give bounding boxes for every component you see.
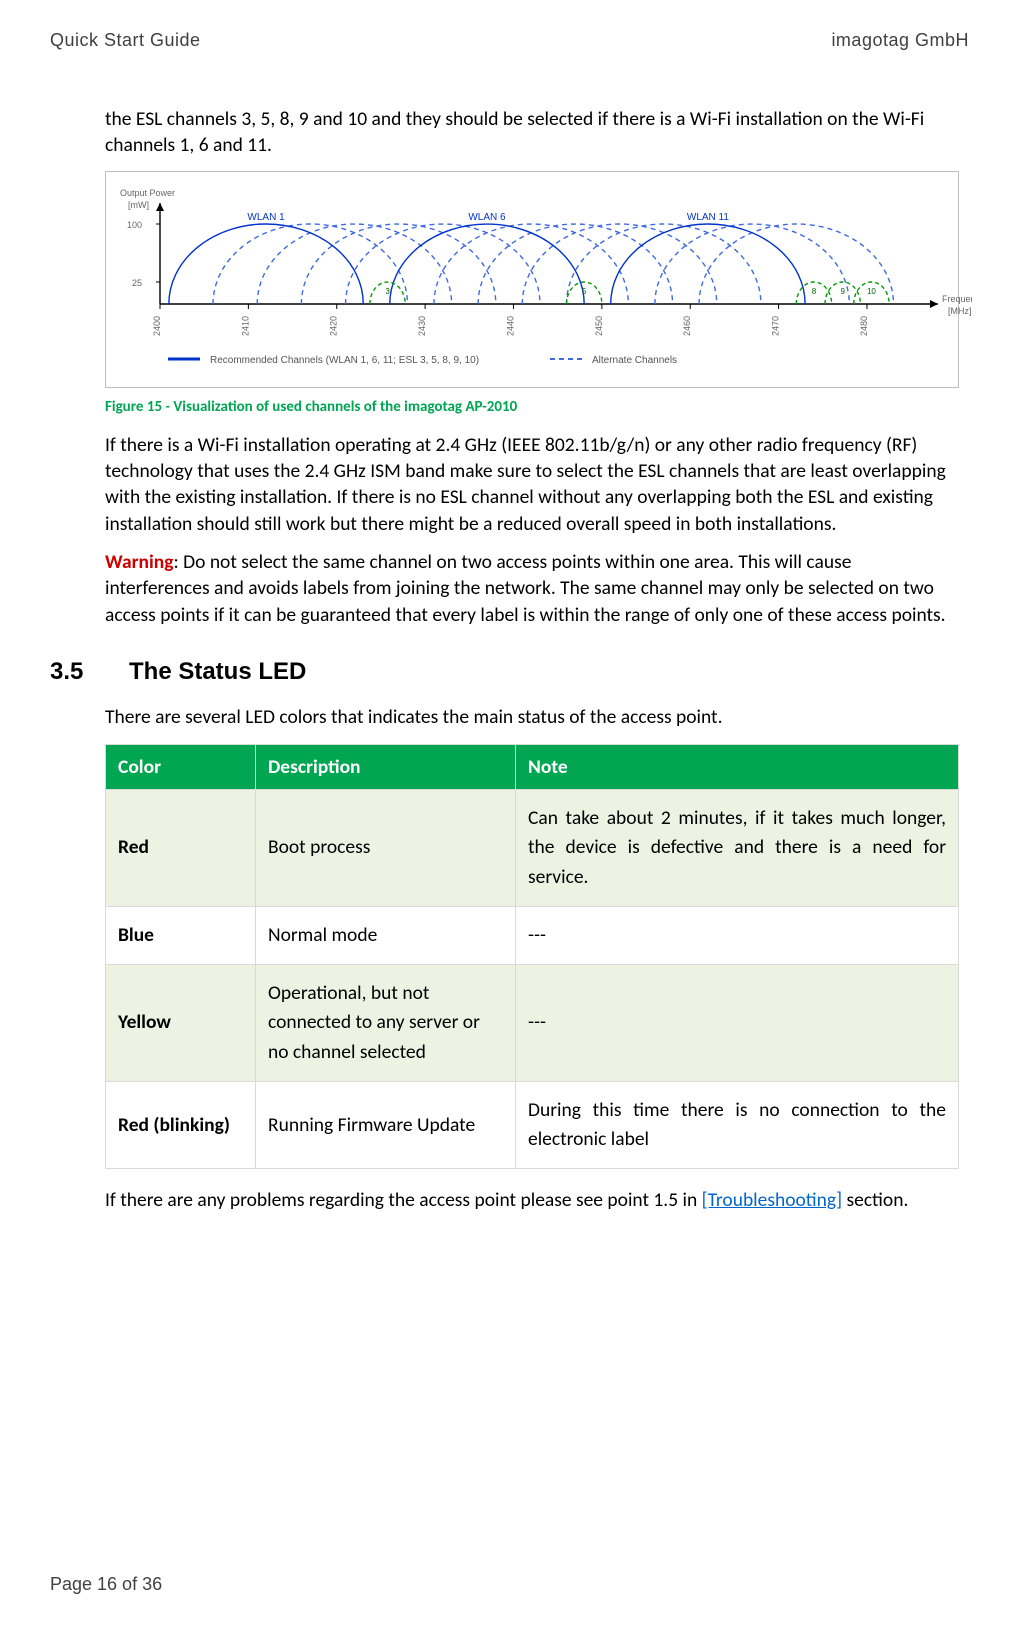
svg-text:5: 5 <box>582 287 587 296</box>
outro-pre: If there are any problems regarding the … <box>105 1188 702 1212</box>
table-cell: Boot process <box>256 790 516 907</box>
troubleshooting-link[interactable]: [Troubleshooting] <box>702 1188 842 1212</box>
table-cell: Can take about 2 minutes, if it takes mu… <box>516 790 959 907</box>
table-row: YellowOperational, but not connected to … <box>106 965 959 1082</box>
svg-text:Alternate Channels: Alternate Channels <box>592 355 677 366</box>
svg-text:2400: 2400 <box>152 316 162 336</box>
svg-text:2450: 2450 <box>594 316 604 336</box>
warning-label: Warning <box>105 550 174 574</box>
table-cell: --- <box>516 906 959 964</box>
table-cell: Red <box>106 790 256 907</box>
svg-text:2410: 2410 <box>240 316 250 336</box>
svg-text:WLAN 11: WLAN 11 <box>687 212 729 223</box>
table-cell: Red (blinking) <box>106 1081 256 1169</box>
svg-text:[MHz]: [MHz] <box>948 306 972 316</box>
svg-text:[mW]: [mW] <box>128 200 149 210</box>
header-left: Quick Start Guide <box>50 30 201 51</box>
svg-text:Output Power: Output Power <box>120 188 175 198</box>
svg-text:2460: 2460 <box>682 316 692 336</box>
svg-text:8: 8 <box>812 287 817 296</box>
outro-post: section. <box>842 1188 908 1212</box>
section-title: The Status LED <box>129 658 306 686</box>
svg-text:2440: 2440 <box>505 316 515 336</box>
intro-paragraph: the ESL channels 3, 5, 8, 9 and 10 and t… <box>105 106 959 159</box>
svg-text:2430: 2430 <box>417 316 427 336</box>
table-row: RedBoot processCan take about 2 minutes,… <box>106 790 959 907</box>
table-row: BlueNormal mode--- <box>106 906 959 964</box>
page-footer: Page 16 of 36 <box>50 1574 162 1595</box>
figure-caption: Figure 15 - Visualization of used channe… <box>105 398 959 416</box>
channel-chart: Output Power [mW] 100 25 2400 2410 2420 2430 244… <box>105 171 959 388</box>
table-header: Description <box>256 745 516 790</box>
svg-text:Recommended Channels (WLAN 1,: Recommended Channels (WLAN 1, 6, 11; ESL… <box>210 355 479 366</box>
svg-text:3: 3 <box>385 287 390 296</box>
svg-text:25: 25 <box>132 278 142 288</box>
table-cell: Running Firmware Update <box>256 1081 516 1169</box>
header-right: imagotag GmbH <box>831 30 969 51</box>
warning-text: : Do not select the same channel on two … <box>105 550 946 627</box>
outro-paragraph: If there are any problems regarding the … <box>105 1187 959 1213</box>
table-header: Note <box>516 745 959 790</box>
svg-text:100: 100 <box>127 220 142 230</box>
svg-text:2470: 2470 <box>771 316 781 336</box>
warning-paragraph: Warning: Do not select the same channel … <box>105 549 959 628</box>
table-header: Color <box>106 745 256 790</box>
section-number: 3.5 <box>50 658 105 686</box>
table-row: Red (blinking)Running Firmware UpdateDur… <box>106 1081 959 1169</box>
table-cell: Yellow <box>106 965 256 1082</box>
led-intro: There are several LED colors that indica… <box>105 704 959 730</box>
svg-text:Frequency: Frequency <box>942 294 972 304</box>
svg-text:WLAN 6: WLAN 6 <box>468 212 506 223</box>
table-cell: Normal mode <box>256 906 516 964</box>
table-cell: --- <box>516 965 959 1082</box>
table-cell: Operational, but not connected to any se… <box>256 965 516 1082</box>
svg-text:10: 10 <box>867 287 876 296</box>
svg-text:2420: 2420 <box>329 316 339 336</box>
svg-text:2480: 2480 <box>859 316 869 336</box>
svg-text:WLAN 1: WLAN 1 <box>247 212 285 223</box>
table-cell: During this time there is no connection … <box>516 1081 959 1169</box>
paragraph-rf: If there is a Wi-Fi installation operati… <box>105 432 959 537</box>
svg-text:9: 9 <box>840 287 845 296</box>
table-cell: Blue <box>106 906 256 964</box>
led-status-table: ColorDescriptionNote RedBoot processCan … <box>105 744 959 1169</box>
